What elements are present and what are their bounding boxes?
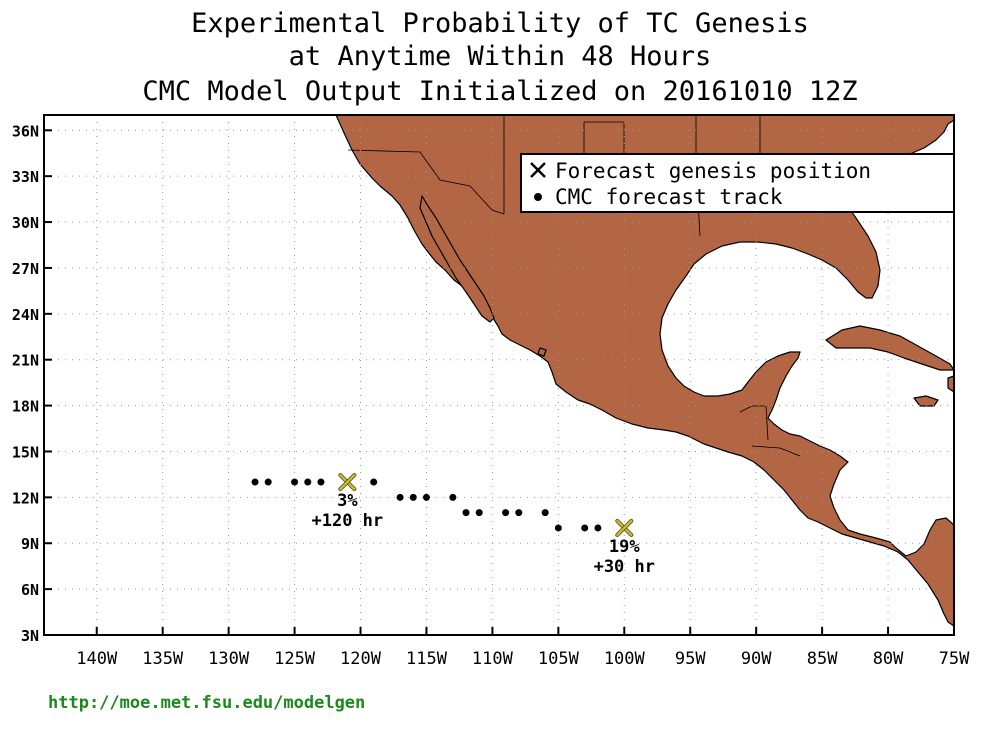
cuba-landmass bbox=[825, 325, 954, 371]
legend-x-icon bbox=[530, 162, 546, 178]
track-point bbox=[502, 509, 510, 517]
lat-tick-label: 15N bbox=[12, 443, 39, 461]
lat-tick-label: 21N bbox=[12, 352, 39, 370]
lat-tick-label: 9N bbox=[21, 535, 39, 553]
legend-dot-icon bbox=[534, 193, 542, 201]
hispaniola-landmass bbox=[947, 375, 954, 393]
lon-tick-label: 100W bbox=[604, 649, 646, 669]
landmass-layer bbox=[335, 115, 954, 627]
lon-tick-label: 130W bbox=[208, 649, 250, 669]
track-point bbox=[541, 509, 549, 517]
lat-tick-label: 24N bbox=[12, 306, 39, 324]
track-point bbox=[422, 493, 430, 501]
lon-tick-label: 80W bbox=[873, 649, 904, 669]
track-point bbox=[594, 524, 602, 532]
baja-california-landmass bbox=[419, 195, 495, 323]
genesis-lead-time-label: +120 hr bbox=[312, 511, 384, 531]
legend: Forecast genesis position CMC forecast t… bbox=[520, 153, 955, 213]
track-point bbox=[304, 478, 312, 486]
lon-tick-label: 115W bbox=[406, 649, 448, 669]
track-point bbox=[554, 524, 562, 532]
genesis-x-stroke bbox=[339, 473, 356, 491]
lon-tick-label: 140W bbox=[76, 649, 118, 669]
yucatan-island bbox=[537, 347, 547, 357]
source-url-link[interactable]: http://moe.met.fsu.edu/modelgen bbox=[48, 693, 366, 713]
lon-tick-label: 95W bbox=[675, 649, 706, 669]
plot-frame bbox=[43, 114, 955, 636]
genesis-x-marker bbox=[338, 473, 357, 492]
genesis-lead-time-label: +30 hr bbox=[594, 557, 655, 577]
track-point bbox=[581, 524, 589, 532]
track-point bbox=[515, 509, 523, 517]
legend-box bbox=[520, 153, 955, 213]
track-point bbox=[317, 478, 325, 486]
genesis-probability-label: 19% bbox=[609, 537, 640, 557]
lat-tick-label: 18N bbox=[12, 398, 39, 416]
lat-tick-label: 36N bbox=[12, 122, 39, 140]
lat-tick-label: 6N bbox=[21, 581, 39, 599]
lat-tick-label: 27N bbox=[12, 260, 39, 278]
genesis-probability-label: 3% bbox=[337, 491, 358, 511]
lon-tick-label: 125W bbox=[274, 649, 316, 669]
lon-tick-label: 120W bbox=[340, 649, 382, 669]
track-point bbox=[462, 509, 470, 517]
lat-tick-label: 30N bbox=[12, 214, 39, 232]
lat-tick-label: 12N bbox=[12, 489, 39, 507]
genesis-markers: 3%+120 hr 19%+30 hr bbox=[312, 473, 655, 577]
lon-tick-label: 85W bbox=[807, 649, 838, 669]
genesis-x-stroke bbox=[616, 519, 633, 537]
lon-tick-label: 75W bbox=[939, 649, 970, 669]
track-point bbox=[370, 478, 378, 486]
forecast-track bbox=[251, 478, 602, 532]
track-point bbox=[409, 493, 417, 501]
track-point bbox=[396, 493, 404, 501]
track-point bbox=[251, 478, 259, 486]
lon-tick-label: 105W bbox=[538, 649, 580, 669]
latitude-axis: 3N 6N 9N 12N 15N 18N 21N 24N 27N 30N 33N 36N bbox=[12, 122, 52, 645]
lat-tick-label: 3N bbox=[21, 627, 39, 645]
title-line-2: at Anytime Within 48 Hours bbox=[289, 41, 712, 72]
grid-lines bbox=[44, 115, 954, 635]
north-america-landmass bbox=[335, 115, 954, 627]
track-point bbox=[291, 478, 299, 486]
legend-track-label: CMC forecast track bbox=[555, 185, 783, 209]
title-line-3: CMC Model Output Initialized on 20161010… bbox=[142, 76, 857, 107]
title-line-1: Experimental Probability of TC Genesis bbox=[191, 8, 809, 39]
lon-tick-label: 90W bbox=[741, 649, 772, 669]
track-point bbox=[264, 478, 272, 486]
genesis-x-marker bbox=[615, 518, 634, 537]
jamaica-landmass bbox=[913, 395, 939, 407]
legend-genesis-label: Forecast genesis position bbox=[555, 159, 871, 183]
track-point bbox=[449, 493, 457, 501]
lat-tick-label: 33N bbox=[12, 168, 39, 186]
track-point bbox=[475, 509, 483, 517]
lon-tick-label: 110W bbox=[472, 649, 514, 669]
longitude-axis: 140W 135W 130W 125W 120W 115W 110W 105W 100W 95W 9… bbox=[76, 627, 970, 669]
lon-tick-label: 135W bbox=[142, 649, 184, 669]
